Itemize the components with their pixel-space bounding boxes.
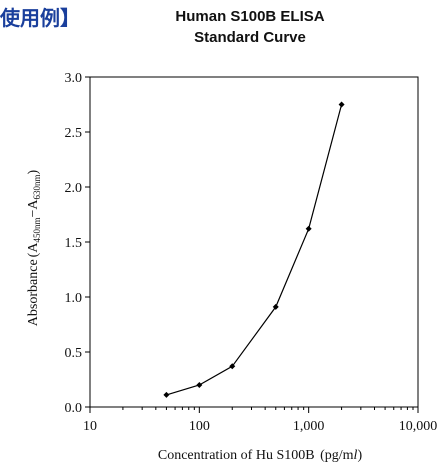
chart-axes bbox=[89, 76, 419, 408]
chart-subtitle: Standard Curve bbox=[194, 29, 306, 46]
series-line bbox=[166, 104, 343, 396]
x-tick-label: 100 bbox=[189, 419, 210, 434]
y-axis-label-sub1: 450nm bbox=[32, 218, 42, 243]
y-tick-label: 1.0 bbox=[65, 291, 83, 306]
y-tick-label: 2.0 bbox=[65, 181, 83, 196]
y-axis-label-main: Absorbance bbox=[26, 259, 41, 326]
chart-ticks: 0.0 0.5 1.0 1.5 2.0 2.5 3.0 10 100 1,000 10,000 bbox=[65, 71, 438, 434]
y-axis-label-open: (A bbox=[26, 242, 41, 258]
data-point bbox=[196, 382, 203, 388]
data-point bbox=[163, 391, 170, 398]
y-axis-label-sub2: 630nm bbox=[32, 174, 42, 199]
x-tick-label: 10 bbox=[83, 419, 97, 434]
x-axis-label-main: Concentration of Hu S100B bbox=[158, 448, 315, 463]
data-point bbox=[272, 303, 279, 310]
y-tick-label: 1.5 bbox=[65, 236, 83, 251]
x-axis-label-unit-close: ) bbox=[357, 448, 362, 463]
plot-frame bbox=[89, 76, 419, 408]
x-tick-label: 1,000 bbox=[293, 419, 325, 434]
chart-title: Human S100B ELISA bbox=[175, 8, 325, 25]
x-tick-label: 10,000 bbox=[399, 419, 438, 434]
data-point bbox=[229, 363, 236, 370]
chart-title-block: Human S100B ELISA Standard Curve bbox=[150, 6, 350, 48]
y-tick-label: 2.5 bbox=[65, 126, 83, 141]
y-axis-label: Absorbance(A450nm−A630nm) bbox=[26, 169, 42, 326]
data-point bbox=[338, 101, 345, 108]
chart-plot-area bbox=[163, 101, 345, 398]
y-axis-label-close: ) bbox=[26, 169, 41, 174]
x-axis-label-unit-open: (pg/m bbox=[320, 448, 354, 463]
y-axis-label-minus: −A bbox=[26, 199, 41, 218]
section-label: 使用例】 bbox=[0, 6, 80, 30]
y-tick-label: 3.0 bbox=[65, 71, 83, 86]
y-tick-label: 0.0 bbox=[65, 401, 83, 416]
x-axis-label-unit-italic: l bbox=[354, 448, 358, 463]
data-point bbox=[305, 225, 312, 232]
x-axis-label: Concentration of Hu S100B (pg/ml) bbox=[158, 448, 363, 463]
y-tick-label: 0.5 bbox=[65, 346, 83, 361]
